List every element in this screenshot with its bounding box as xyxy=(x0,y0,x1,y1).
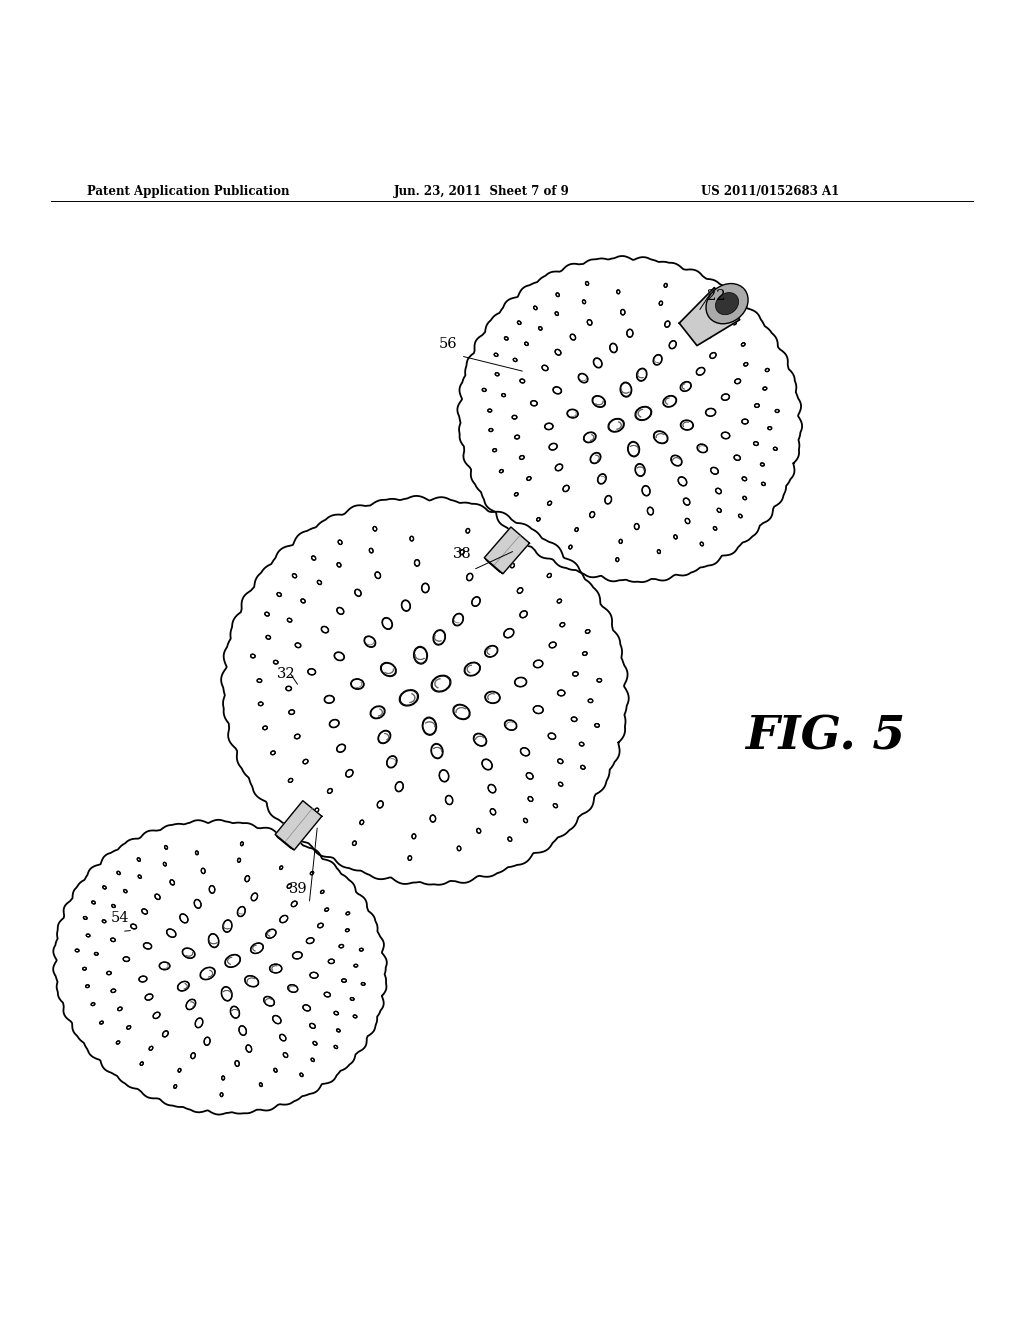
Text: 32: 32 xyxy=(276,668,295,681)
Polygon shape xyxy=(484,527,529,574)
Text: US 2011/0152683 A1: US 2011/0152683 A1 xyxy=(701,185,840,198)
Polygon shape xyxy=(275,801,322,850)
Text: 56: 56 xyxy=(438,337,457,351)
Polygon shape xyxy=(679,288,739,346)
Text: 54: 54 xyxy=(111,911,129,925)
Ellipse shape xyxy=(706,284,749,323)
Polygon shape xyxy=(226,500,624,880)
Text: Jun. 23, 2011  Sheet 7 of 9: Jun. 23, 2011 Sheet 7 of 9 xyxy=(394,185,570,198)
Ellipse shape xyxy=(716,293,738,314)
Text: FIG. 5: FIG. 5 xyxy=(745,714,905,760)
Polygon shape xyxy=(57,824,383,1111)
Text: 38: 38 xyxy=(453,546,471,561)
Polygon shape xyxy=(462,260,798,578)
Text: 39: 39 xyxy=(289,883,307,896)
Text: 22: 22 xyxy=(707,289,725,302)
Polygon shape xyxy=(485,558,502,573)
Text: Patent Application Publication: Patent Application Publication xyxy=(87,185,290,198)
Polygon shape xyxy=(276,836,293,849)
